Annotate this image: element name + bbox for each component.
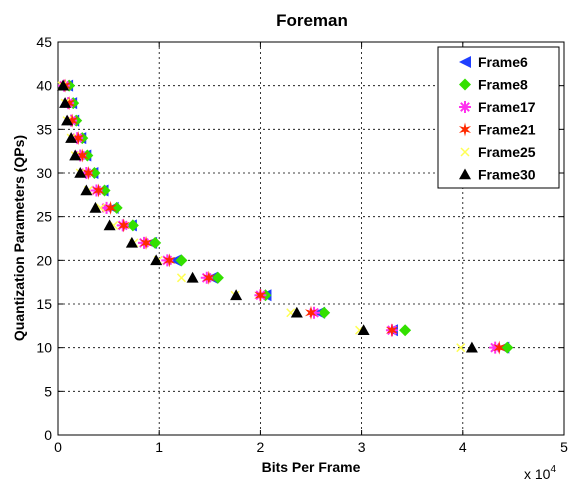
y-tick-label: 25 [36,209,52,225]
data-point [82,166,95,180]
y-tick-label: 40 [36,78,52,94]
legend-marker [459,168,471,180]
x-tick-label: 3 [358,439,366,455]
data-point [399,324,412,337]
data-point [304,305,318,320]
y-tick-label: 0 [44,427,52,443]
y-tick-label: 45 [36,34,52,50]
data-point [186,271,199,283]
data-point [230,289,243,301]
legend-marker [459,101,471,113]
data-point [74,167,87,178]
x-axis-label: Bits Per Frame [262,459,361,475]
legend-entry: Frame6 [478,54,528,70]
chart-title: Foreman [276,11,348,30]
legend-box [437,46,560,189]
legend-entry: Frame8 [478,77,528,93]
data-point [149,236,162,249]
data-points [57,78,514,355]
legend-marker [459,78,471,91]
x-multiplier-base: x 10 [524,466,551,482]
data-point [103,219,116,231]
data-point [465,341,478,353]
data-point [72,131,85,146]
legend-entry: Frame25 [478,144,536,160]
data-point [80,184,93,196]
x-multiplier: x 104 [524,464,556,482]
x-tick-label: 1 [155,439,163,455]
data-point [169,254,182,267]
data-point [254,288,267,303]
y-tick-label: 35 [36,121,52,137]
data-point [98,184,111,197]
x-tick-label: 4 [459,439,467,455]
data-point [61,114,74,126]
data-point [318,306,331,319]
x-tick-label: 0 [54,439,62,455]
data-point [88,167,101,179]
data-point [125,236,138,248]
data-point [489,341,502,354]
data-point [308,306,321,319]
data-point [66,113,79,128]
legend: Frame6 Frame8 Frame17 Frame21 Frame25 Frame30 [437,46,560,189]
legend-entry: Frame30 [478,167,536,183]
data-point [89,201,102,213]
data-point [63,96,76,111]
x-tick-label: 2 [257,439,265,455]
x-tick-label: 5 [560,439,568,455]
data-point [150,254,163,266]
data-point [385,323,399,338]
legend-marker [459,56,471,68]
data-point [290,306,303,318]
y-tick-label: 15 [36,296,52,312]
data-point [104,200,117,215]
series-frame30 [57,79,478,353]
y-tick-label: 20 [36,252,52,268]
data-point [175,254,188,267]
data-point [126,219,139,232]
data-point [139,235,153,250]
plot-frame [57,41,565,436]
data-point [357,324,370,335]
data-point [100,201,113,214]
x-multiplier-exponent: 4 [550,464,556,475]
data-point [59,97,72,108]
data-point [76,148,89,163]
legend-entry: Frame17 [478,99,536,115]
data-point [57,79,70,91]
data-point [501,341,514,354]
legend-entry: Frame21 [478,122,536,138]
y-tick-label: 5 [44,383,52,399]
data-point [163,253,176,268]
data-point [202,270,215,285]
legend-marker [460,147,470,157]
y-tick-label: 30 [36,165,52,181]
data-point [176,273,186,283]
legend-marker [458,122,472,137]
data-point [117,218,130,233]
data-point [65,132,78,143]
data-point [456,343,466,353]
y-tick-label: 10 [36,340,52,356]
data-point [92,183,105,198]
data-point [493,340,506,355]
y-axis-label: Quantization Parameters (QPs) [11,135,27,341]
data-point [110,201,123,214]
data-point [211,271,224,284]
data-point [69,149,82,161]
